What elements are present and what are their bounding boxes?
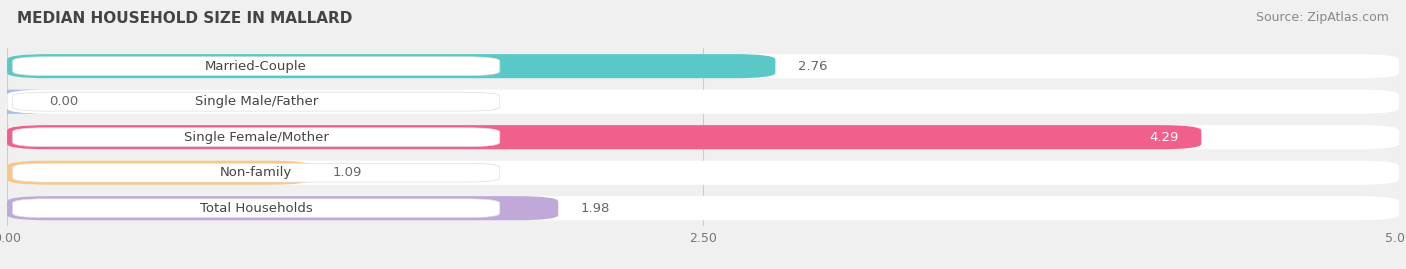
Text: 1.09: 1.09: [333, 166, 363, 179]
FancyBboxPatch shape: [7, 161, 1399, 185]
Text: Total Households: Total Households: [200, 202, 312, 215]
FancyBboxPatch shape: [7, 196, 1399, 220]
FancyBboxPatch shape: [7, 125, 1399, 149]
Text: 4.29: 4.29: [1150, 131, 1180, 144]
Text: 0.00: 0.00: [49, 95, 79, 108]
FancyBboxPatch shape: [0, 90, 49, 114]
Text: Source: ZipAtlas.com: Source: ZipAtlas.com: [1256, 11, 1389, 24]
Text: Married-Couple: Married-Couple: [205, 60, 307, 73]
FancyBboxPatch shape: [13, 128, 499, 147]
Text: Single Male/Father: Single Male/Father: [194, 95, 318, 108]
Text: Single Female/Mother: Single Female/Mother: [184, 131, 329, 144]
FancyBboxPatch shape: [7, 90, 1399, 114]
FancyBboxPatch shape: [7, 161, 311, 185]
Text: Non-family: Non-family: [221, 166, 292, 179]
Text: 2.76: 2.76: [797, 60, 827, 73]
Text: 1.98: 1.98: [581, 202, 610, 215]
FancyBboxPatch shape: [13, 92, 499, 111]
Text: MEDIAN HOUSEHOLD SIZE IN MALLARD: MEDIAN HOUSEHOLD SIZE IN MALLARD: [17, 11, 353, 26]
FancyBboxPatch shape: [7, 54, 1399, 78]
FancyBboxPatch shape: [13, 57, 499, 76]
FancyBboxPatch shape: [13, 163, 499, 182]
FancyBboxPatch shape: [7, 54, 775, 78]
FancyBboxPatch shape: [13, 199, 499, 218]
FancyBboxPatch shape: [7, 196, 558, 220]
FancyBboxPatch shape: [7, 125, 1201, 149]
